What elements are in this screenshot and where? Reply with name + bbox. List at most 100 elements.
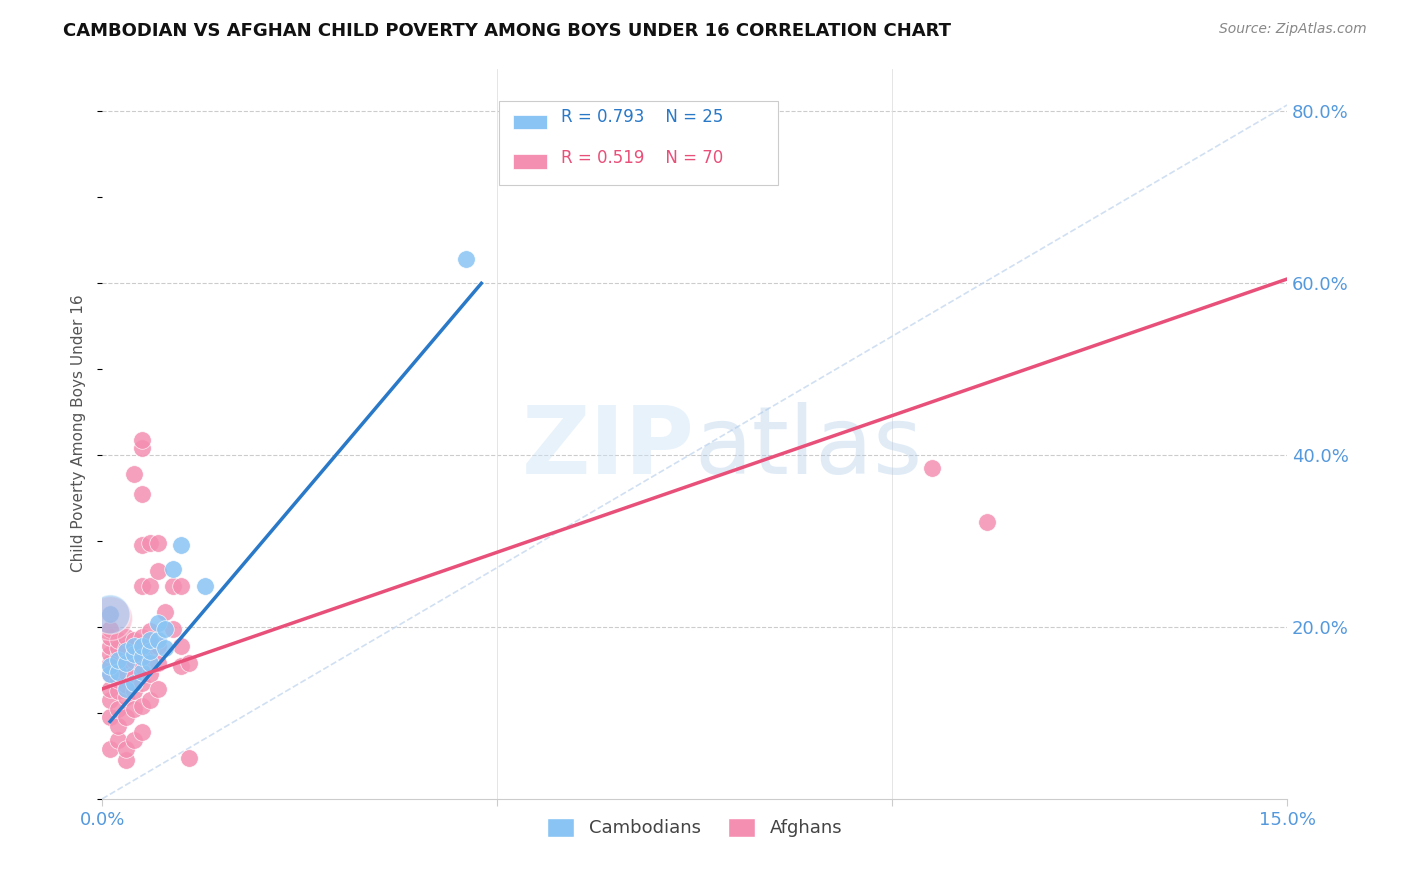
Point	[98, 648, 121, 662]
Text: R = 0.793    N = 25: R = 0.793 N = 25	[561, 109, 723, 127]
Point	[107, 701, 129, 715]
Text: Source: ZipAtlas.com: Source: ZipAtlas.com	[1219, 22, 1367, 37]
Point	[138, 639, 160, 653]
Point	[131, 676, 153, 690]
Point	[131, 442, 153, 456]
Point	[177, 656, 200, 670]
Point	[107, 719, 129, 733]
Point	[131, 699, 153, 714]
Point	[146, 536, 169, 550]
Point	[146, 632, 169, 647]
Point	[138, 644, 160, 658]
Point	[98, 667, 121, 681]
Point	[155, 622, 177, 636]
Point	[107, 733, 129, 747]
Point	[131, 639, 153, 653]
Point	[107, 650, 129, 665]
Point	[115, 644, 138, 658]
Point	[98, 607, 121, 621]
Point	[138, 632, 160, 647]
Point	[122, 641, 145, 656]
Point	[98, 693, 121, 707]
Point	[131, 724, 153, 739]
Point	[115, 656, 138, 670]
Point	[98, 710, 121, 724]
Point	[122, 676, 145, 690]
Point	[122, 733, 145, 747]
Point	[454, 252, 477, 267]
Point	[98, 611, 121, 625]
Point	[162, 622, 184, 636]
Point	[162, 561, 184, 575]
Point	[115, 742, 138, 756]
Point	[194, 579, 217, 593]
Point	[122, 701, 145, 715]
Point	[138, 667, 160, 681]
Point	[138, 650, 160, 665]
Point	[162, 579, 184, 593]
Point	[146, 564, 169, 578]
Point	[146, 681, 169, 696]
Point	[131, 433, 153, 447]
Point	[146, 615, 169, 630]
Text: CAMBODIAN VS AFGHAN CHILD POVERTY AMONG BOYS UNDER 16 CORRELATION CHART: CAMBODIAN VS AFGHAN CHILD POVERTY AMONG …	[63, 22, 952, 40]
Point	[177, 750, 200, 764]
Y-axis label: Child Poverty Among Boys Under 16: Child Poverty Among Boys Under 16	[72, 295, 86, 573]
Point	[131, 538, 153, 552]
Point	[146, 656, 169, 670]
Point	[131, 648, 153, 662]
Point	[138, 536, 160, 550]
Point	[107, 632, 129, 647]
Point	[115, 681, 138, 696]
Point	[115, 641, 138, 656]
Point	[98, 622, 121, 636]
Bar	[513, 115, 547, 129]
Text: R = 0.519    N = 70: R = 0.519 N = 70	[561, 149, 723, 167]
Point	[115, 653, 138, 667]
Point	[131, 658, 153, 673]
Point	[122, 684, 145, 698]
Point	[115, 665, 138, 679]
Point	[122, 667, 145, 681]
Text: ZIP: ZIP	[522, 402, 695, 494]
Point	[131, 665, 153, 679]
Point	[98, 607, 121, 621]
Point	[138, 693, 160, 707]
Point	[115, 710, 138, 724]
Point	[115, 678, 138, 692]
Point	[107, 653, 129, 667]
Bar	[513, 154, 547, 169]
Point	[138, 624, 160, 639]
Point	[976, 515, 998, 529]
Point	[122, 467, 145, 481]
Point	[131, 487, 153, 501]
Point	[98, 639, 121, 653]
Point	[122, 648, 145, 662]
Point	[115, 690, 138, 705]
Point	[131, 579, 153, 593]
Point	[98, 630, 121, 644]
Point	[122, 632, 145, 647]
Point	[170, 639, 193, 653]
Point	[170, 538, 193, 552]
Point	[131, 639, 153, 653]
Point	[98, 742, 121, 756]
Point	[107, 684, 129, 698]
Point	[107, 665, 129, 679]
Legend: Cambodians, Afghans: Cambodians, Afghans	[540, 811, 849, 845]
Point	[138, 656, 160, 670]
Point	[98, 658, 121, 673]
Point	[115, 630, 138, 644]
Point	[170, 579, 193, 593]
Point	[170, 658, 193, 673]
Point	[138, 579, 160, 593]
Text: atlas: atlas	[695, 402, 922, 494]
Point	[146, 639, 169, 653]
Point	[98, 667, 121, 681]
Point	[131, 650, 153, 665]
Point	[921, 461, 943, 475]
Point	[107, 641, 129, 656]
Point	[122, 653, 145, 667]
FancyBboxPatch shape	[499, 102, 778, 186]
Point	[131, 630, 153, 644]
